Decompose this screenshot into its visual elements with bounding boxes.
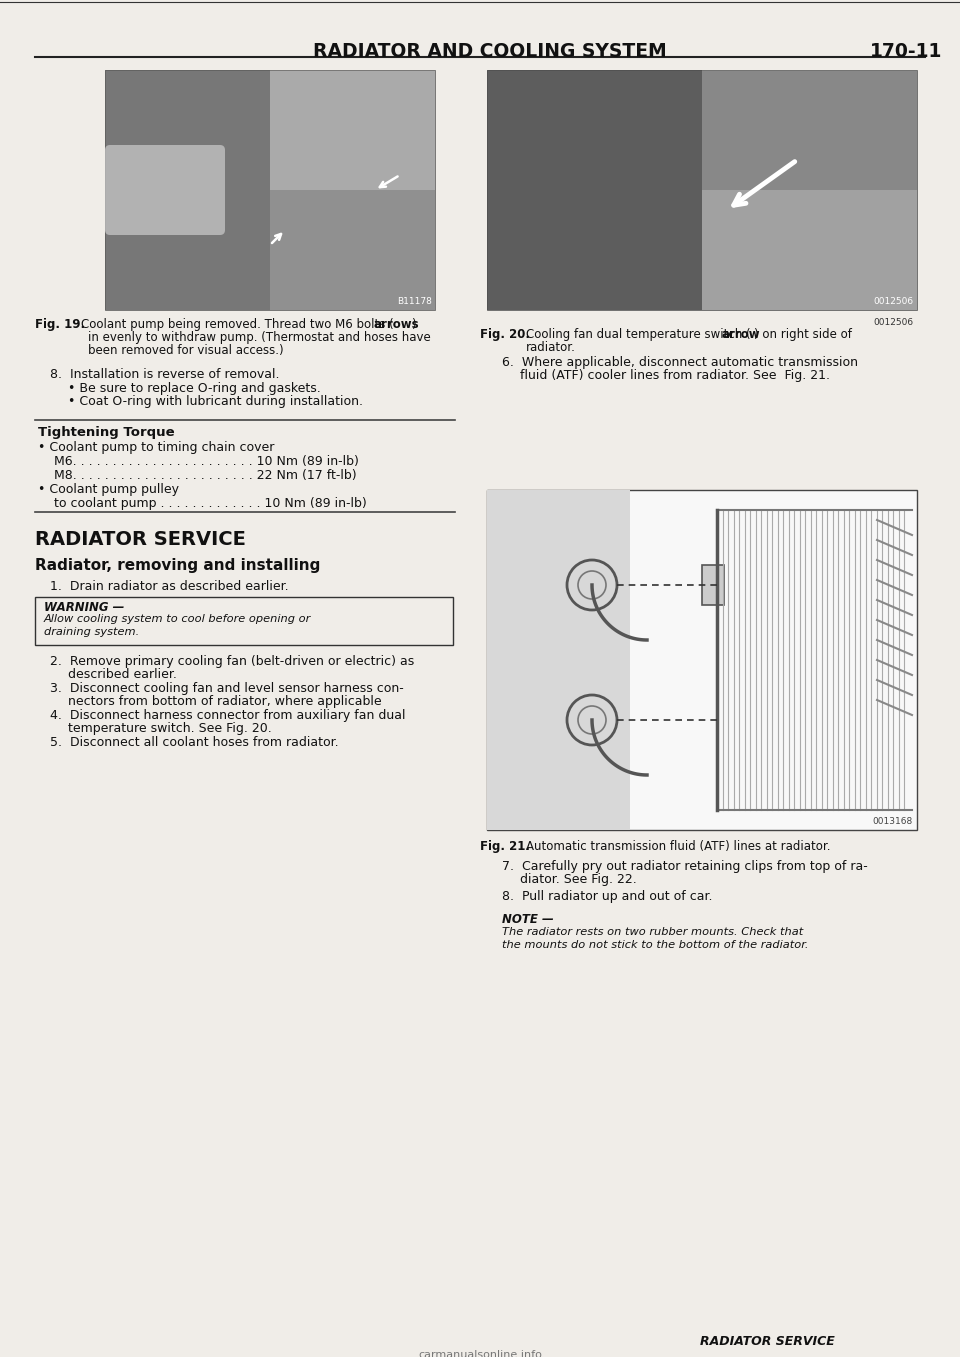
Text: Fig. 21.: Fig. 21. [480,840,530,854]
Text: NOTE —: NOTE — [502,913,554,925]
Text: carmanualsonline.info: carmanualsonline.info [418,1350,542,1357]
Text: radiator.: radiator. [526,341,576,354]
Text: the mounts do not stick to the bottom of the radiator.: the mounts do not stick to the bottom of… [502,940,808,950]
Text: 5.  Disconnect all coolant hoses from radiator.: 5. Disconnect all coolant hoses from rad… [50,735,339,749]
Text: Fig. 19.: Fig. 19. [35,318,85,331]
Text: Cooling fan dual temperature switch (: Cooling fan dual temperature switch ( [526,328,751,341]
Text: Automatic transmission fluid (ATF) lines at radiator.: Automatic transmission fluid (ATF) lines… [526,840,830,854]
Text: • Be sure to replace O-ring and gaskets.: • Be sure to replace O-ring and gaskets. [68,383,321,395]
Bar [702,565,724,605]
Text: 2.  Remove primary cooling fan (belt-driven or electric) as: 2. Remove primary cooling fan (belt-driv… [50,655,415,668]
Text: to coolant pump . . . . . . . . . . . . . 10 Nm (89 in-lb): to coolant pump . . . . . . . . . . . . … [38,497,367,510]
Bar [105,71,435,309]
Text: been removed for visual access.): been removed for visual access.) [88,345,283,357]
Text: fluid (ATF) cooler lines from radiator. See  Fig. 21.: fluid (ATF) cooler lines from radiator. … [520,369,830,383]
Text: 6.  Where applicable, disconnect automatic transmission: 6. Where applicable, disconnect automati… [502,356,858,369]
Text: 3.  Disconnect cooling fan and level sensor harness con-: 3. Disconnect cooling fan and level sens… [50,683,404,695]
Bar [105,71,270,309]
Text: Fig. 20.: Fig. 20. [480,328,530,341]
Text: The radiator rests on two rubber mounts. Check that: The radiator rests on two rubber mounts.… [502,927,804,936]
Bar [487,71,702,309]
Text: arrow: arrow [722,328,760,341]
Text: 170-11: 170-11 [870,42,943,61]
Bar [487,490,917,830]
Text: • Coolant pump pulley: • Coolant pump pulley [38,483,179,497]
Text: diator. See Fig. 22.: diator. See Fig. 22. [520,873,636,886]
Text: B11178: B11178 [397,297,432,305]
Text: Coolant pump being removed. Thread two M6 bolts (: Coolant pump being removed. Thread two M… [81,318,394,331]
Text: ) on right side of: ) on right side of [754,328,852,341]
Bar [487,490,630,830]
Text: WARNING —: WARNING — [44,601,125,613]
Bar [487,71,917,309]
Text: 4.  Disconnect harness connector from auxiliary fan dual: 4. Disconnect harness connector from aux… [50,708,405,722]
Text: M8. . . . . . . . . . . . . . . . . . . . . . . 22 Nm (17 ft-lb): M8. . . . . . . . . . . . . . . . . . . … [38,470,356,482]
Text: 1.  Drain radiator as described earlier.: 1. Drain radiator as described earlier. [50,579,289,593]
Text: 8.  Pull radiator up and out of car.: 8. Pull radiator up and out of car. [502,890,712,902]
Text: • Coat O-ring with lubricant during installation.: • Coat O-ring with lubricant during inst… [68,395,363,408]
Text: Tightening Torque: Tightening Torque [38,426,175,440]
Text: nectors from bottom of radiator, where applicable: nectors from bottom of radiator, where a… [68,695,382,708]
Text: 0012506: 0012506 [874,297,914,305]
Bar [270,190,435,309]
Text: • Coolant pump to timing chain cover: • Coolant pump to timing chain cover [38,441,275,455]
Text: draining system.: draining system. [44,627,139,636]
Text: in evenly to withdraw pump. (Thermostat and hoses have: in evenly to withdraw pump. (Thermostat … [88,331,431,345]
Text: 0013168: 0013168 [873,817,913,826]
Text: Radiator, removing and installing: Radiator, removing and installing [35,558,321,573]
Text: described earlier.: described earlier. [68,668,177,681]
Text: RADIATOR SERVICE: RADIATOR SERVICE [700,1335,835,1348]
Bar [35,597,453,645]
Text: 8.  Installation is reverse of removal.: 8. Installation is reverse of removal. [50,368,279,381]
Text: 7.  Carefully pry out radiator retaining clips from top of ra-: 7. Carefully pry out radiator retaining … [502,860,868,873]
Text: ): ) [411,318,416,331]
Text: M6. . . . . . . . . . . . . . . . . . . . . . . 10 Nm (89 in-lb): M6. . . . . . . . . . . . . . . . . . . … [38,455,359,468]
Text: temperature switch. See Fig. 20.: temperature switch. See Fig. 20. [68,722,272,735]
Text: 0012506: 0012506 [874,318,914,327]
Text: arrows: arrows [374,318,420,331]
Text: Allow cooling system to cool before opening or: Allow cooling system to cool before open… [44,613,311,624]
Bar [702,190,917,309]
FancyBboxPatch shape [105,145,225,235]
Text: RADIATOR AND COOLING SYSTEM: RADIATOR AND COOLING SYSTEM [313,42,667,61]
Text: RADIATOR SERVICE: RADIATOR SERVICE [35,531,246,550]
